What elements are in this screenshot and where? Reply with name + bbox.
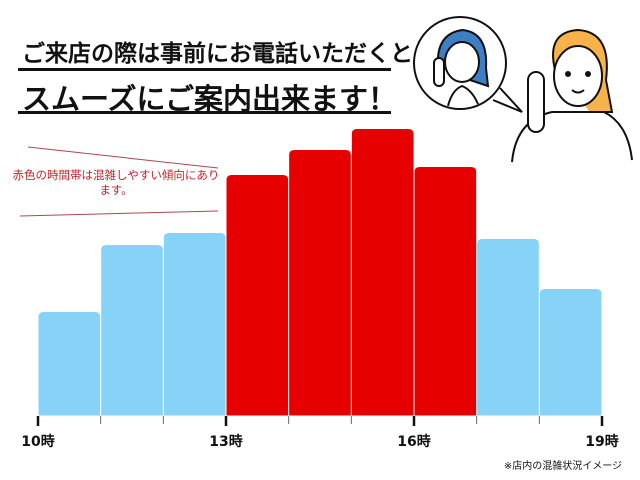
header-rule-2 bbox=[18, 111, 391, 114]
bar-14時 bbox=[289, 150, 351, 416]
woman-phone-icon bbox=[527, 71, 545, 133]
phone-call-illustration bbox=[413, 16, 633, 163]
bar-12時 bbox=[163, 233, 226, 416]
annotation-text: 赤色の時間帯は混雑しやすい傾向にあります。 bbox=[12, 168, 220, 197]
bar-10時 bbox=[38, 312, 101, 416]
header-line-1: ご来店の際は事前にお電話いただくと bbox=[22, 41, 413, 67]
staff-phone-icon bbox=[433, 57, 445, 87]
x-tick-label: 16時 bbox=[397, 433, 430, 450]
header-line-2: スムーズにご案内出来ます！ bbox=[22, 82, 397, 116]
x-tick-label: 10時 bbox=[21, 433, 54, 450]
annotation-line-bottom bbox=[19, 210, 219, 217]
bar-13時 bbox=[226, 175, 289, 416]
footnote: ※店内の混雑状況イメージ bbox=[503, 461, 622, 472]
bar-16時 bbox=[414, 167, 477, 416]
x-tick-label: 19時 bbox=[585, 433, 618, 450]
bar-17時 bbox=[477, 239, 539, 416]
x-tick-label: 13時 bbox=[209, 433, 242, 450]
header-rule-1 bbox=[18, 68, 391, 71]
annotation-line-top bbox=[27, 146, 219, 169]
bar-15時 bbox=[351, 129, 414, 416]
bar-11時 bbox=[101, 245, 163, 416]
bar-18時 bbox=[539, 289, 602, 416]
